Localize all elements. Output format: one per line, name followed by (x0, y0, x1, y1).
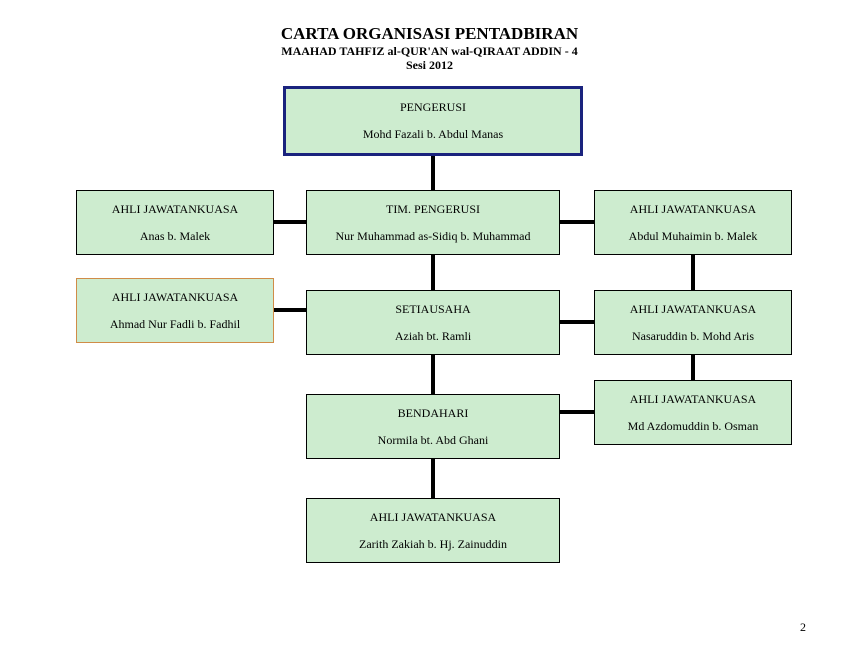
connector-v_r1 (691, 255, 695, 290)
node-role: TIM. PENGERUSI (386, 202, 480, 217)
org-node-ajk_right2: AHLI JAWATANKUASA Nasaruddin b. Mohd Aris (594, 290, 792, 355)
node-person: Zarith Zakiah b. Hj. Zainuddin (359, 537, 507, 552)
chart-subtitle: MAAHAD TAHFIZ al-QUR'AN wal-QIRAAT ADDIN… (0, 44, 859, 59)
connector-v1 (431, 156, 435, 190)
node-person: Nasaruddin b. Mohd Aris (632, 329, 754, 344)
node-role: SETIAUSAHA (395, 302, 470, 317)
node-role: AHLI JAWATANKUASA (370, 510, 496, 525)
connector-h_l1 (274, 220, 306, 224)
connector-h_r1 (560, 220, 594, 224)
org-node-ajk_left1: AHLI JAWATANKUASA Anas b. Malek (76, 190, 274, 255)
org-node-bendahari: BENDAHARI Normila bt. Abd Ghani (306, 394, 560, 459)
org-node-ajk_right1: AHLI JAWATANKUASA Abdul Muhaimin b. Malek (594, 190, 792, 255)
org-node-ajk_right3: AHLI JAWATANKUASA Md Azdomuddin b. Osman (594, 380, 792, 445)
node-role: AHLI JAWATANKUASA (112, 290, 238, 305)
node-person: Abdul Muhaimin b. Malek (629, 229, 758, 244)
node-person: Md Azdomuddin b. Osman (628, 419, 759, 434)
node-person: Mohd Fazali b. Abdul Manas (363, 127, 503, 142)
connector-v3 (431, 355, 435, 394)
org-node-setiausaha: SETIAUSAHA Aziah bt. Ramli (306, 290, 560, 355)
node-person: Anas b. Malek (140, 229, 210, 244)
page-number: 2 (800, 620, 806, 635)
node-person: Normila bt. Abd Ghani (378, 433, 489, 448)
node-person: Ahmad Nur Fadli b. Fadhil (110, 317, 240, 332)
org-node-tim_pengerusi: TIM. PENGERUSI Nur Muhammad as-Sidiq b. M… (306, 190, 560, 255)
node-role: BENDAHARI (398, 406, 469, 421)
connector-v4 (431, 459, 435, 498)
connector-h_r3 (560, 410, 594, 414)
connector-h_r2 (560, 320, 594, 324)
node-role: AHLI JAWATANKUASA (630, 302, 756, 317)
connector-v_r2 (691, 355, 695, 380)
node-role: AHLI JAWATANKUASA (630, 202, 756, 217)
connector-h_l2 (274, 308, 306, 312)
chart-session: Sesi 2012 (0, 58, 859, 73)
connector-v2 (431, 255, 435, 290)
org-node-ajk_left2: AHLI JAWATANKUASA Ahmad Nur Fadli b. Fadh… (76, 278, 274, 343)
org-node-ajk_bottom: AHLI JAWATANKUASA Zarith Zakiah b. Hj. Za… (306, 498, 560, 563)
node-person: Nur Muhammad as-Sidiq b. Muhammad (336, 229, 531, 244)
chart-title: CARTA ORGANISASI PENTADBIRAN (0, 24, 859, 44)
node-person: Aziah bt. Ramli (395, 329, 471, 344)
org-node-pengerusi: PENGERUSI Mohd Fazali b. Abdul Manas (283, 86, 583, 156)
node-role: AHLI JAWATANKUASA (630, 392, 756, 407)
node-role: AHLI JAWATANKUASA (112, 202, 238, 217)
node-role: PENGERUSI (400, 100, 466, 115)
